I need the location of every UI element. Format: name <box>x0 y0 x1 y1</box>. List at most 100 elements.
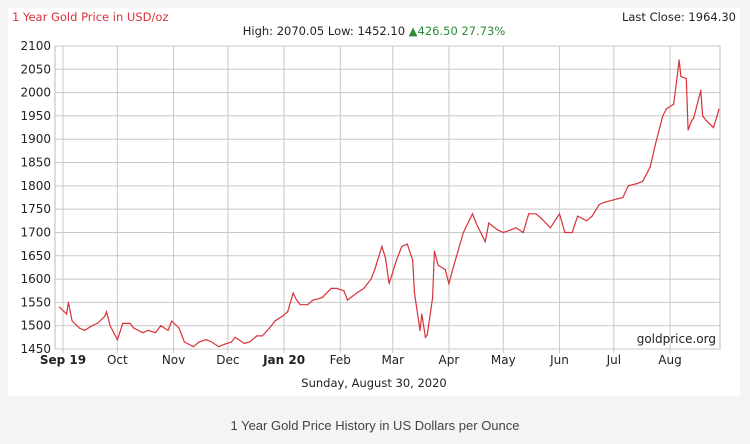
high-low: High: 2070.05 Low: 1452.10 <box>242 24 409 38</box>
data-point <box>388 283 390 285</box>
data-point <box>192 346 195 348</box>
data-point <box>702 115 704 117</box>
data-point <box>685 78 687 80</box>
data-point <box>654 143 657 145</box>
data-point <box>604 201 606 203</box>
data-point <box>336 287 338 289</box>
data-point <box>586 220 588 222</box>
data-point <box>384 257 387 259</box>
data-point <box>437 264 439 266</box>
data-point <box>133 327 135 329</box>
data-point <box>234 336 236 338</box>
data-point <box>705 119 707 122</box>
data-point <box>549 227 552 229</box>
x-tick-label: May <box>491 353 516 367</box>
data-point <box>471 213 474 215</box>
plot-area <box>54 45 721 350</box>
data-point <box>401 245 403 248</box>
y-tick-label: 1650 <box>20 249 51 263</box>
data-point <box>676 75 678 77</box>
last-close: Last Close: 1964.30 <box>621 10 736 24</box>
data-point <box>109 325 111 327</box>
y-tick-label: 2000 <box>20 86 51 100</box>
data-point <box>198 341 200 343</box>
data-point <box>687 129 689 131</box>
y-tick-label: 1450 <box>20 342 51 356</box>
y-tick-label: 1700 <box>20 225 51 239</box>
data-point <box>355 292 358 294</box>
data-point <box>274 320 276 322</box>
data-point <box>223 343 225 345</box>
data-point <box>718 108 720 110</box>
y-tick-label: 2050 <box>20 62 51 76</box>
data-point <box>712 126 715 129</box>
data-point <box>122 322 124 324</box>
x-tick-label: Nov <box>162 353 185 367</box>
data-point <box>178 327 180 329</box>
data-point <box>419 329 421 331</box>
price-change: ▲426.50 27.73% <box>408 24 506 38</box>
data-point <box>287 311 289 313</box>
data-point <box>370 278 372 280</box>
data-point <box>230 341 233 343</box>
data-point <box>330 287 332 289</box>
data-point <box>412 259 414 262</box>
data-point <box>116 339 118 341</box>
chart-card: 1 Year Gold Price in USD/oz Last Close: … <box>8 8 740 396</box>
chart-date: Sunday, August 30, 2020 <box>301 376 447 390</box>
data-point <box>598 203 600 206</box>
data-point <box>91 325 93 327</box>
gold-price-chart: 1450 1500 1550 1600 1650 1700 1750 1800 1850 1900… <box>20 39 721 367</box>
data-point <box>363 287 365 289</box>
data-point <box>256 335 258 337</box>
y-tick-label: 1800 <box>20 179 51 193</box>
data-point <box>406 243 408 245</box>
data-point <box>154 332 157 334</box>
y-tick-label: 1550 <box>20 295 51 309</box>
data-point <box>649 166 651 168</box>
data-point <box>484 241 486 243</box>
data-point <box>58 306 60 308</box>
data-point <box>540 217 542 220</box>
data-point <box>261 335 263 337</box>
data-point <box>522 231 524 234</box>
data-point <box>692 117 695 119</box>
x-tick-label: Oct <box>107 353 128 367</box>
data-point <box>312 299 314 301</box>
data-point <box>432 297 434 299</box>
data-point <box>576 215 579 217</box>
data-point <box>183 341 185 343</box>
x-tick-label: Sep 19 <box>40 353 86 367</box>
data-point <box>296 299 298 301</box>
data-point <box>716 115 718 117</box>
x-tick-label: Jan 20 <box>262 353 305 367</box>
data-point <box>160 325 162 327</box>
data-point <box>381 245 383 248</box>
data-point <box>292 292 294 294</box>
data-point <box>662 115 664 117</box>
data-point <box>678 59 680 61</box>
data-point <box>497 229 499 231</box>
high-low-stats: High: 2070.05 Low: 1452.10 ▲426.50 27.73… <box>8 24 740 38</box>
data-point <box>129 322 131 324</box>
data-point <box>84 329 86 331</box>
x-tick-label: Jul <box>606 353 621 367</box>
data-point <box>343 290 345 292</box>
data-point <box>374 269 376 271</box>
data-point <box>426 334 428 336</box>
x-tick-label: Mar <box>381 353 404 367</box>
data-point <box>147 329 149 331</box>
data-point <box>627 185 629 187</box>
x-tick-label: Feb <box>330 353 351 367</box>
x-tick-label: Dec <box>216 353 239 367</box>
data-point <box>488 222 490 224</box>
data-point <box>210 341 213 343</box>
data-point <box>78 327 80 329</box>
data-point <box>71 320 73 322</box>
y-tick-label: 1600 <box>20 272 51 286</box>
y-tick-label: 1950 <box>20 109 51 123</box>
data-point <box>502 231 504 234</box>
data-point <box>673 103 675 105</box>
data-point <box>67 301 70 303</box>
data-point <box>691 119 693 122</box>
